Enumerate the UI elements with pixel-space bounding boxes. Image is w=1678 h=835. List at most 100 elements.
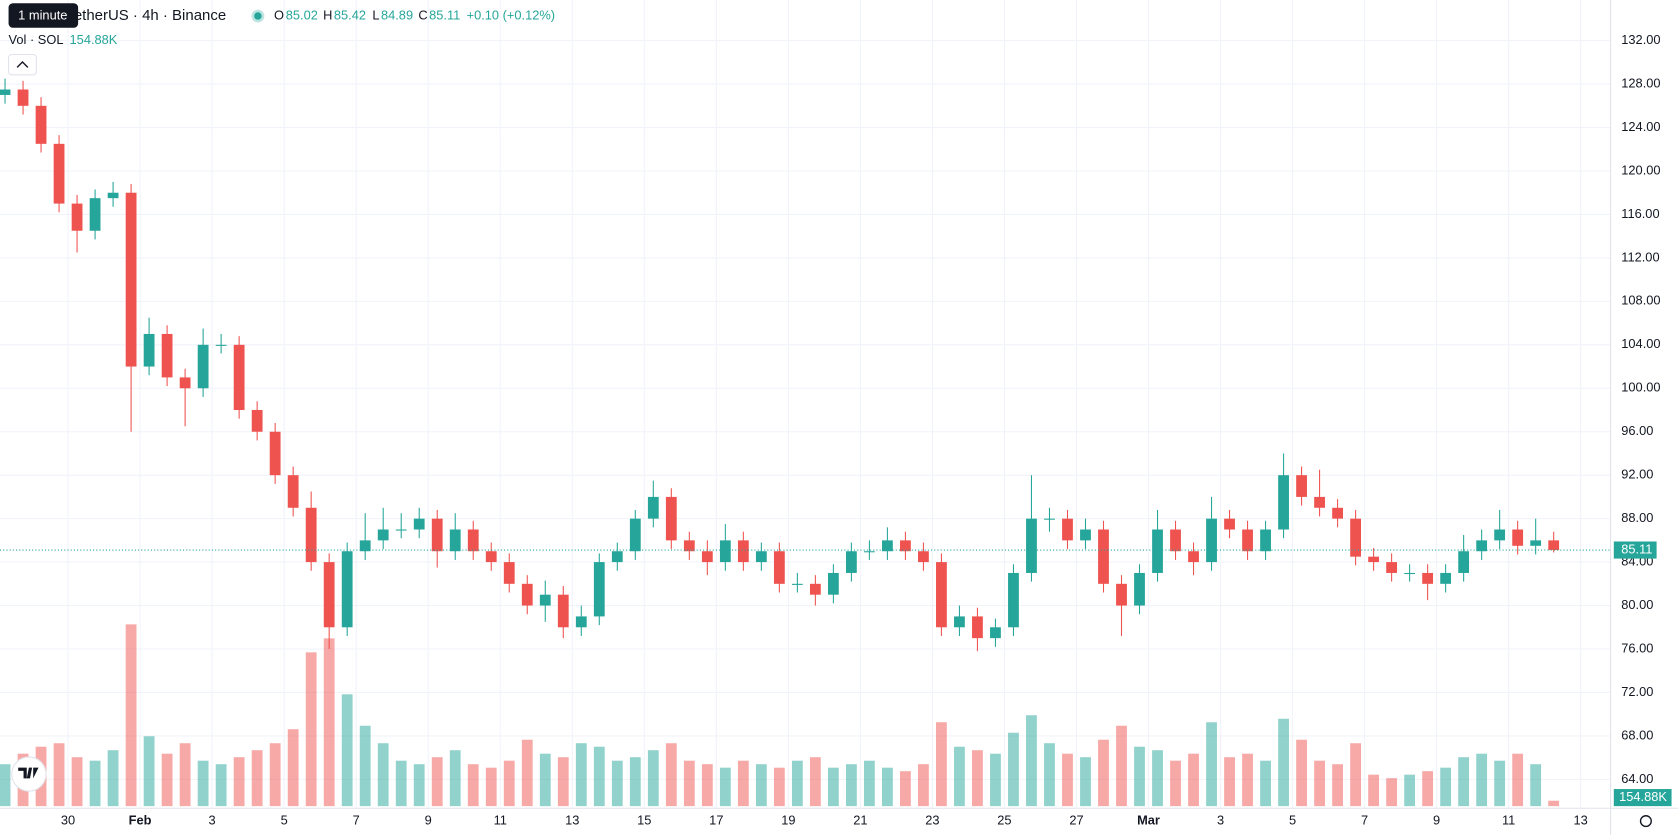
- volume-bar: [1260, 760, 1271, 807]
- volume-bar: [972, 750, 983, 807]
- candle-body: [845, 551, 857, 573]
- volume-bar: [323, 638, 335, 807]
- volume-bar: [251, 750, 263, 807]
- y-tick-label: 124.00: [1621, 119, 1660, 134]
- x-tick-label: Mar: [1137, 812, 1160, 827]
- volume-bar: [269, 743, 281, 807]
- candle-body: [665, 496, 677, 541]
- candle-body: [809, 583, 821, 595]
- volume-bar: [539, 753, 551, 807]
- volume-bar: [1368, 774, 1380, 807]
- collapse-icon: [16, 61, 29, 68]
- candle-body: [647, 496, 659, 519]
- volume-bar: [287, 729, 299, 807]
- x-tick-label: 17: [709, 812, 723, 827]
- volume-bar: [449, 750, 461, 807]
- volume-bar: [557, 757, 569, 807]
- candle-body: [107, 192, 119, 199]
- candle-body: [737, 540, 749, 563]
- volume-bar: [431, 757, 443, 807]
- volume-bar: [936, 722, 947, 807]
- volume-bar: [773, 767, 785, 807]
- volume-bar: [1296, 739, 1307, 807]
- candle-body: [1188, 551, 1199, 563]
- candle-body: [755, 551, 767, 563]
- vol-label: Vol · SOL: [9, 32, 64, 47]
- candle-body: [1116, 583, 1127, 606]
- tooltip-bg: [8, 3, 79, 28]
- x-tick-label: 21: [853, 812, 867, 827]
- volume-bar: [809, 757, 821, 807]
- volume-bar: [1206, 722, 1217, 807]
- candle-body: [719, 540, 731, 563]
- volume-bar: [1350, 743, 1361, 807]
- candle-body: [1134, 572, 1145, 606]
- candle-body: [449, 529, 461, 552]
- volume-bar: [71, 757, 83, 807]
- c-value: 85.11: [429, 7, 460, 22]
- candle-body: [1368, 556, 1380, 563]
- candle-body: [125, 192, 137, 367]
- volume-bar: [89, 760, 101, 807]
- l-value: 84.89: [381, 7, 413, 22]
- x-tick-label: Feb: [129, 812, 152, 827]
- last-price-label: 85.11: [1621, 541, 1652, 556]
- volume-bar: [1044, 743, 1055, 807]
- volume-bar: [359, 725, 371, 807]
- volume-bar: [1332, 764, 1343, 807]
- candle-body: [53, 143, 65, 204]
- volume-bar: [1548, 800, 1560, 807]
- y-tick-label: 116.00: [1621, 206, 1659, 221]
- candle-body: [287, 475, 299, 508]
- candle-body: [918, 551, 929, 563]
- o-label: O: [274, 7, 284, 22]
- volume-bar: [665, 743, 677, 807]
- candle-body: [1008, 572, 1019, 628]
- volume-bar: [1080, 757, 1091, 807]
- x-tick-label: 13: [1574, 812, 1588, 827]
- y-tick-label: 100.00: [1621, 380, 1660, 395]
- candle-body: [575, 616, 587, 628]
- volume-bar: [233, 757, 245, 807]
- x-tick-label: 5: [281, 812, 288, 827]
- y-tick-label: 92.00: [1621, 467, 1653, 482]
- candle-body: [863, 551, 875, 553]
- volume-bar: [1476, 753, 1488, 807]
- candle-body: [71, 203, 83, 231]
- volume-bar: [1242, 753, 1253, 807]
- candle-body: [629, 518, 641, 552]
- collapse-button[interactable]: [8, 53, 37, 76]
- volume-bar: [1440, 767, 1452, 807]
- x-tick-label: 15: [637, 812, 651, 827]
- tooltip: 1 minute: [18, 7, 67, 22]
- h-label: H: [323, 7, 332, 22]
- candle-body: [539, 594, 551, 606]
- candle-body: [1080, 529, 1091, 541]
- x-tick-label: 7: [1361, 812, 1368, 827]
- settings-icon[interactable]: [1639, 815, 1652, 828]
- candle-body: [1152, 529, 1163, 573]
- l-label: L: [372, 7, 379, 22]
- y-tick-label: 88.00: [1621, 510, 1653, 525]
- candle-body: [359, 540, 371, 552]
- candle-body: [1098, 529, 1109, 584]
- volume-bar: [125, 624, 137, 807]
- volume-bar: [845, 764, 857, 807]
- candle-body: [1314, 496, 1325, 508]
- candle-body: [557, 594, 569, 628]
- volume-bar: [1170, 760, 1181, 807]
- candle-body: [1206, 518, 1217, 563]
- volume-bar: [1494, 760, 1506, 807]
- y-tick-label: 96.00: [1621, 423, 1653, 438]
- volume-bar: [1224, 757, 1235, 807]
- y-tick-label: 128.00: [1621, 75, 1660, 90]
- x-tick-label: 7: [353, 812, 360, 827]
- volume-bar: [395, 760, 407, 807]
- candle-body: [882, 540, 893, 552]
- x-tick-label: 19: [781, 812, 795, 827]
- grid: [0, 0, 1611, 809]
- candle-body: [503, 562, 515, 584]
- c-label: C: [418, 7, 427, 22]
